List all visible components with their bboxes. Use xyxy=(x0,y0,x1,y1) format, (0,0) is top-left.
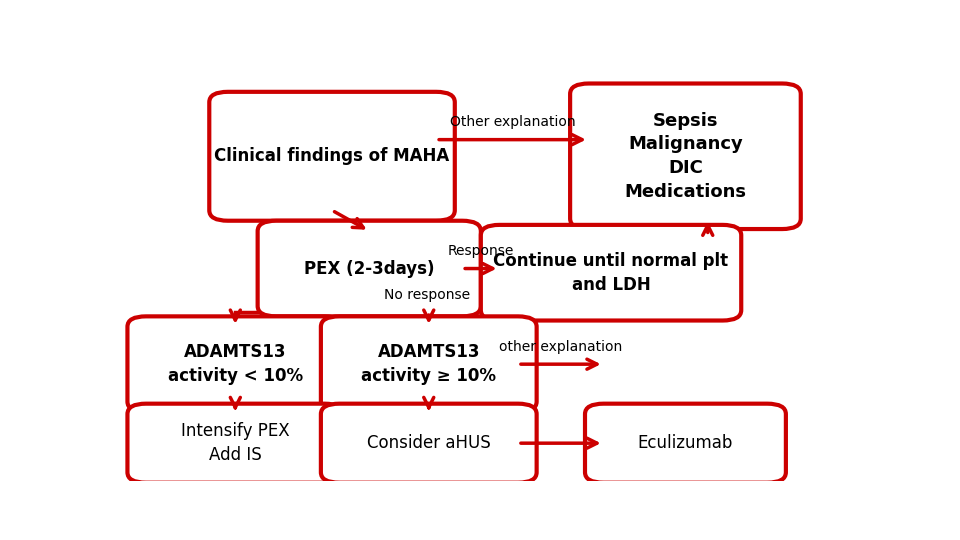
Text: Eculizumab: Eculizumab xyxy=(637,434,733,452)
FancyBboxPatch shape xyxy=(257,221,481,316)
FancyBboxPatch shape xyxy=(128,404,344,483)
FancyBboxPatch shape xyxy=(570,84,801,229)
Text: Other explanation: Other explanation xyxy=(449,115,575,129)
Text: Clinical findings of MAHA: Clinical findings of MAHA xyxy=(214,147,449,165)
Text: ADAMTS13
activity < 10%: ADAMTS13 activity < 10% xyxy=(168,343,303,385)
FancyBboxPatch shape xyxy=(321,404,537,483)
Text: Sepsis
Malignancy
DIC
Medications: Sepsis Malignancy DIC Medications xyxy=(624,112,747,201)
FancyBboxPatch shape xyxy=(481,225,741,321)
Text: PEX (2-3days): PEX (2-3days) xyxy=(304,260,435,278)
Text: No response: No response xyxy=(384,288,470,302)
FancyBboxPatch shape xyxy=(209,92,455,221)
Text: ADAMTS13
activity ≥ 10%: ADAMTS13 activity ≥ 10% xyxy=(361,343,496,385)
FancyBboxPatch shape xyxy=(585,404,786,483)
Text: Consider aHUS: Consider aHUS xyxy=(367,434,491,452)
Text: Response: Response xyxy=(447,244,514,258)
FancyBboxPatch shape xyxy=(128,316,344,412)
Text: other explanation: other explanation xyxy=(499,340,622,354)
Text: Intensify PEX
Add IS: Intensify PEX Add IS xyxy=(181,422,290,464)
Text: Continue until normal plt
and LDH: Continue until normal plt and LDH xyxy=(493,252,729,294)
FancyBboxPatch shape xyxy=(321,316,537,412)
